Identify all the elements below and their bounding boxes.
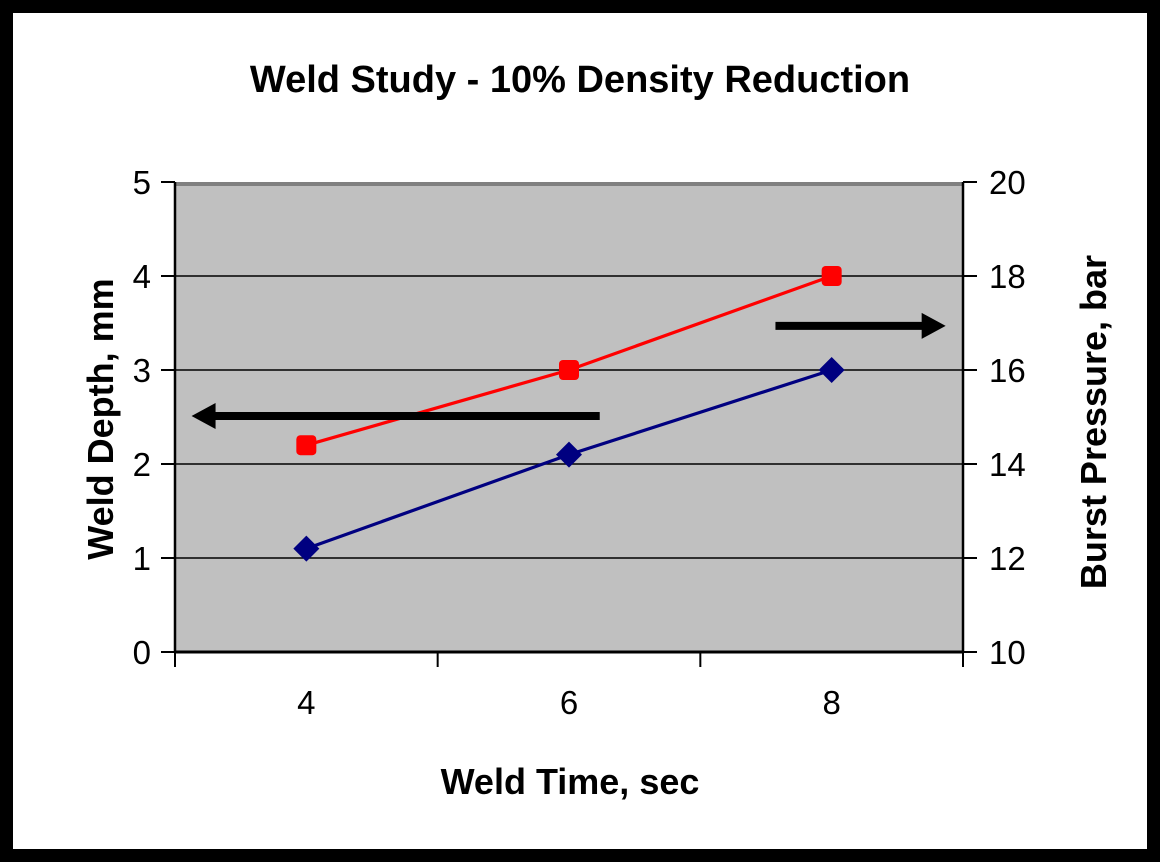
x-axis-tick-label: 6 [560, 684, 578, 721]
left-axis-tick-label: 5 [133, 164, 151, 201]
left-axis-arrow-head [191, 403, 216, 430]
diamond-marker [818, 357, 845, 383]
right-axis-tick-label: 12 [989, 540, 1026, 577]
square-marker [296, 435, 317, 456]
right-axis-tick-label: 20 [989, 164, 1026, 201]
left-axis-tick-label: 3 [133, 352, 151, 389]
x-axis-tick-label: 4 [297, 684, 315, 721]
left-axis-tick-label: 1 [133, 540, 151, 577]
square-marker [821, 266, 842, 286]
diamond-marker [293, 535, 320, 562]
diamond-marker [556, 441, 582, 468]
right-axis-tick-label: 18 [989, 258, 1026, 295]
square-marker [559, 360, 579, 380]
left-axis-tick-label: 0 [133, 634, 151, 671]
left-axis-tick-label: 2 [133, 446, 151, 483]
right-axis-tick-label: 10 [989, 634, 1026, 671]
chart-title: Weld Study - 10% Density Reduction [249, 59, 911, 101]
left-axis-tick-label: 4 [133, 258, 151, 295]
plot-top-edge [175, 182, 963, 186]
right-axis-tick-label: 14 [989, 446, 1026, 483]
right-axis-arrow-head [921, 312, 946, 339]
x-axis-tick-label: 8 [822, 684, 840, 721]
right-axis-tick-label: 16 [989, 352, 1026, 389]
x-axis-title: Weld Time, sec [440, 761, 700, 802]
